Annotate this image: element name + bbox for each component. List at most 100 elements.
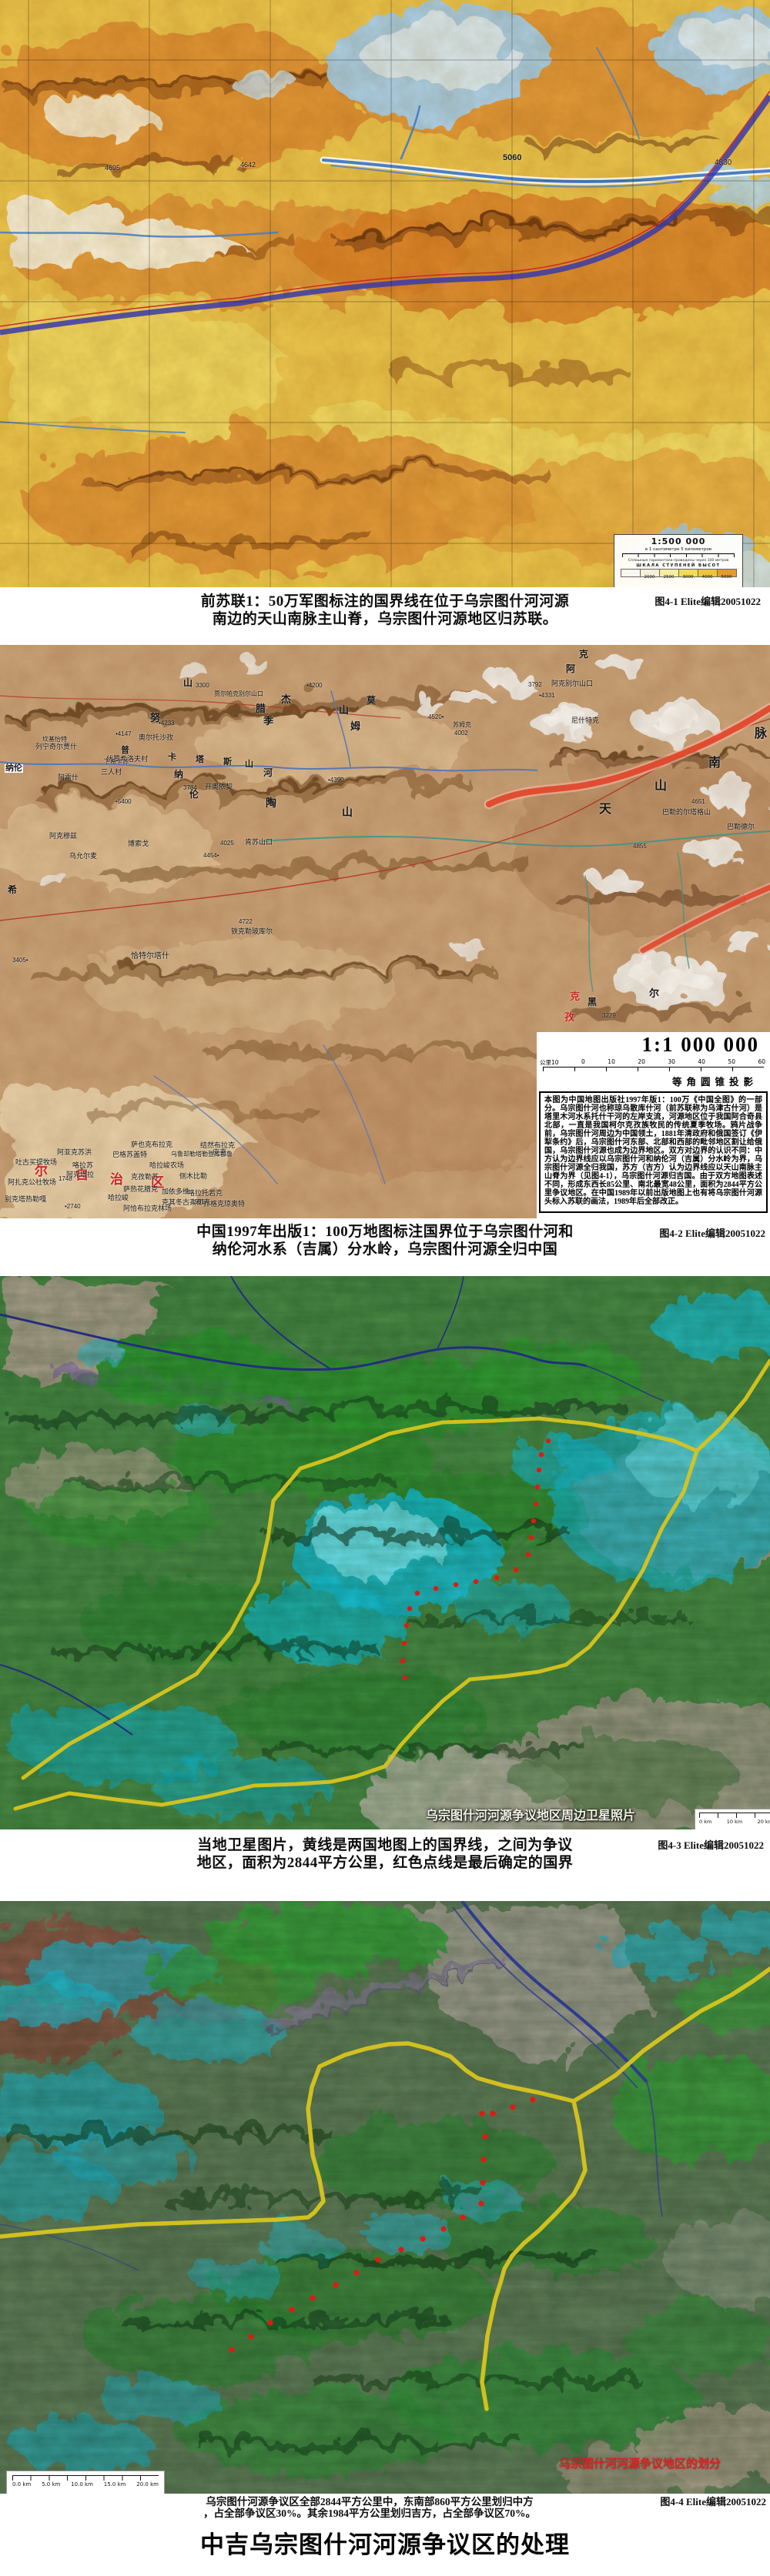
map-label: 1748 [59, 1175, 72, 1182]
map3-scalebar [699, 1813, 770, 1818]
map2-chinese-topo: 1:1 000 000 公里10 0 10 20 30 40 50 60 等角圆锥投影 本图为… [0, 645, 770, 1218]
map-label: 杰 [281, 693, 292, 705]
map1-caption: 前苏联1：50万军图标注的国界线在位于乌宗图什河河源 南边的天山南脉主山脊，乌宗… [0, 587, 770, 649]
list-item: 0 km [699, 1819, 712, 1825]
map3-terrain-graphic [0, 1276, 770, 1829]
map-label: 哈拉峻农场 [149, 1161, 185, 1169]
map2-soviet-claim-ridge-band [484, 703, 770, 955]
map1-figure-label: 图4-1 Elite编辑20051022 [654, 596, 761, 607]
map-label: 哈拉峻 [108, 1194, 129, 1201]
map-label: 克孜勒苏 [131, 1173, 159, 1181]
map2-caption-line1: 中国1997年出版1：100万地图标注国界位于乌宗图什河和 [196, 1224, 574, 1240]
list-item: 3000 [678, 569, 698, 580]
map-label: 3792 [528, 681, 542, 688]
map-label: 自 [75, 1168, 89, 1182]
map-label: 皮克 [213, 1148, 227, 1156]
map-label: 姆 [350, 720, 361, 732]
map4-claimed-border-yellow-lines [0, 1966, 770, 2411]
map1-elevation-swatches: 2000 2500 3000 4000 5000 [614, 569, 742, 584]
map-label: 巴勒德尔 [727, 823, 755, 830]
map2-projection-label: 等角圆锥投影 [671, 1077, 758, 1088]
map-label: 吐古买提牧场 [15, 1158, 58, 1166]
map-label: 伦 [189, 789, 199, 800]
map2-caption: 中国1997年出版1：100万地图标注国界位于乌宗图什河和 纳伦河水系（吉属）分… [0, 1218, 770, 1279]
map-label: •4331 [539, 692, 555, 699]
map4-rivers [0, 1901, 663, 2271]
map-label: 巴勒的尔塔格山 [662, 808, 711, 816]
map-label: 4002 [454, 730, 468, 737]
map1-legend-contour-note: Сплошные горизонтали проведены через 100… [628, 559, 729, 563]
map1-soviet-topo: 1:500 000 в 1 сантиметре 5 километров Сп… [0, 0, 770, 587]
map-label: 阿 [566, 663, 576, 674]
map1-legend: 1:500 000 в 1 сантиметре 5 километров Сп… [614, 534, 743, 587]
map-label: 3784 [183, 784, 197, 791]
map2-caption-line2: 纳伦河水系（吉属）分水岭，乌宗图什河源全归中国 [212, 1241, 558, 1258]
map1-caption-line1: 前苏联1：50万军图标注的国界线在位于乌宗图什河河源 [200, 593, 570, 610]
map1-legend-scalebar [622, 553, 735, 557]
map1-legend-elevation-title: ШКАЛА СТУПЕНЕЙ ВЫСОТ [636, 563, 721, 568]
map2-figure-label: 图4-2 Elite编辑20051022 [659, 1228, 765, 1239]
map-label: 萨也克布拉克 [131, 1141, 173, 1148]
map-label: 4025 [220, 840, 234, 847]
map-label: 阿克穆兹 [49, 832, 78, 840]
map-label: 别克塔热勒嘎 [5, 1195, 47, 1203]
list-item: 20 [638, 1058, 645, 1065]
map4-scalebar [12, 2475, 159, 2481]
list-item: 2500 [659, 569, 679, 580]
map-label: •4200 [306, 682, 323, 689]
list-item: 15.0 km [103, 2481, 126, 2487]
map-label: 坎基怡特 [42, 736, 67, 743]
map3-scalebar-box: 0 km 10 km 20 km [695, 1809, 770, 1829]
map-label: 阿克塔拉 [66, 1171, 95, 1178]
map3-final-border-red-dots [400, 1438, 551, 1681]
map-label: 阿雷什 [58, 773, 79, 781]
map-label: 4830 [715, 159, 732, 167]
map3-claimed-border-yellow-lines [13, 1358, 770, 1811]
map-label: 3279 [602, 1012, 616, 1019]
map-label: 阿克别尔山口 [551, 680, 594, 687]
list-item: 40 [698, 1058, 705, 1065]
map-label: 4454• [203, 852, 219, 859]
map-label: 乌鲁却勒塔勒登库都鲁 [171, 1151, 233, 1158]
map-label: 侧木比勒 [179, 1172, 208, 1180]
list-item: 5000 [717, 569, 737, 580]
list-item: 60 [758, 1058, 765, 1065]
map-label: 区 [151, 1175, 164, 1190]
map-label: 下希卡苏 [104, 758, 129, 765]
list-item: 30 [668, 1058, 675, 1065]
map4-satellite-division: 0.0 km 5.0 km 10.0 km 15.0 km 20.0 km 乌宗图什河河… [0, 1901, 770, 2494]
map-label: 山 [339, 704, 350, 716]
map-label: 阿扎克公社牧场 [8, 1178, 57, 1186]
map-label: 乌宗图什河河源争议地区的划分 [559, 2457, 721, 2471]
map2-info-textbox: 本图为中国地图出版社1997年版1：100万《中国全图》的一部分。乌宗图什河也称… [539, 1091, 768, 1213]
map-label: •5400 [116, 798, 132, 805]
map-label: 乔格克琼奥特 [203, 1200, 246, 1208]
map-label: 季 [263, 715, 274, 727]
map-label: 4651 [691, 798, 705, 805]
list-item: 0 [581, 1058, 585, 1065]
map-label: 山 [183, 677, 193, 688]
map3-figure-label: 图4-3 Elite编辑20051022 [658, 1839, 764, 1851]
map4-caption-line2: ，占全部争议区30%。其余1984平方公里划归吉方，占全部争议区70%。 [203, 2507, 536, 2519]
map-label: 普 [121, 746, 129, 755]
map-label: 博索戈 [128, 840, 149, 847]
map3-rivers [0, 1276, 665, 1736]
map-label: 伏罗希洛夫村 [106, 755, 149, 763]
map-label: 1931 [191, 1198, 205, 1205]
list-item: 2000 [640, 569, 660, 580]
map-label: 纳伦 [5, 763, 23, 773]
map-label: 3300 [196, 682, 209, 689]
map-label: 巴格苏盖特 [112, 1151, 148, 1158]
map4-scalebar-labels: 0.0 km 5.0 km 10.0 km 15.0 km 20.0 km [12, 2481, 159, 2487]
map2-scale-text: 1:1 000 000 [641, 1033, 759, 1056]
map-label: 希 [8, 884, 18, 895]
map-label: 山 [342, 806, 353, 818]
list-item: 公里10 [540, 1059, 559, 1066]
map4-caption: 乌宗图什河源争议区全部2844平方公里中，东南部860平方公里划归中方 ，占全部… [0, 2494, 770, 2524]
map-label: 肯苏山口 [245, 838, 273, 846]
map-label: 4855 [633, 843, 647, 850]
map1-terrain-graphic [0, 0, 770, 587]
map-label: 南 [708, 757, 721, 770]
list-item: 20.0 km [136, 2481, 159, 2487]
map2-scalebar [543, 1067, 764, 1071]
